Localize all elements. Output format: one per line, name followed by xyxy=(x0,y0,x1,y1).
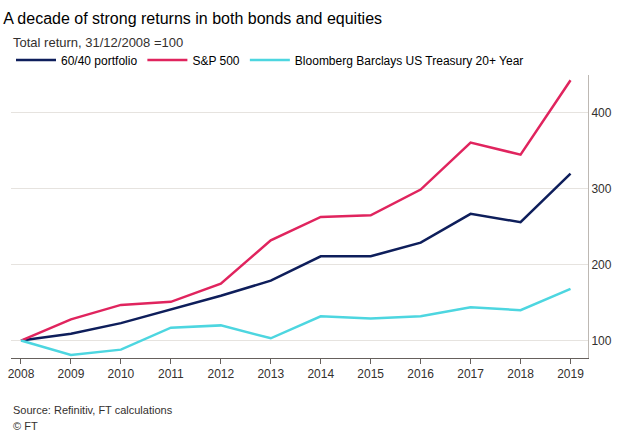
svg-text:2019: 2019 xyxy=(557,367,584,381)
svg-text:2018: 2018 xyxy=(507,367,534,381)
svg-text:2013: 2013 xyxy=(257,367,284,381)
svg-text:200: 200 xyxy=(591,258,611,272)
svg-text:Source: Refinitiv, FT calculat: Source: Refinitiv, FT calculations xyxy=(13,404,173,416)
svg-text:2015: 2015 xyxy=(357,367,384,381)
svg-text:A decade of strong returns in: A decade of strong returns in both bonds… xyxy=(3,10,382,27)
svg-text:2014: 2014 xyxy=(307,367,334,381)
svg-text:2010: 2010 xyxy=(108,367,135,381)
svg-text:2008: 2008 xyxy=(8,367,35,381)
svg-text:2012: 2012 xyxy=(207,367,234,381)
svg-text:300: 300 xyxy=(591,182,611,196)
svg-text:400: 400 xyxy=(591,106,611,120)
svg-text:2017: 2017 xyxy=(457,367,484,381)
svg-text:2011: 2011 xyxy=(158,367,184,381)
svg-text:© FT: © FT xyxy=(13,420,38,432)
svg-text:60/40 portfolio: 60/40 portfolio xyxy=(61,54,137,68)
svg-text:S&P 500: S&P 500 xyxy=(192,54,239,68)
svg-text:2016: 2016 xyxy=(407,367,434,381)
svg-text:Total return, 31/12/2008 =100: Total return, 31/12/2008 =100 xyxy=(13,35,183,50)
svg-text:Bloomberg Barclays US Treasury: Bloomberg Barclays US Treasury 20+ Year xyxy=(295,54,523,68)
svg-text:2009: 2009 xyxy=(58,367,85,381)
svg-text:100: 100 xyxy=(591,334,611,348)
